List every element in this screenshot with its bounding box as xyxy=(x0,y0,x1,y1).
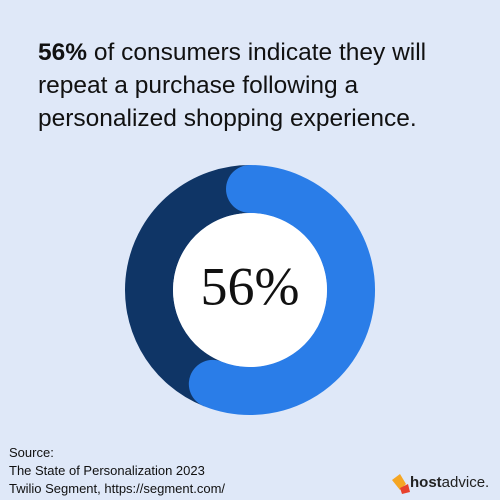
donut-segment xyxy=(125,165,251,407)
center-label: 56% xyxy=(201,256,300,316)
donut-center xyxy=(173,213,327,367)
headline-text: of consumers indicate they will repeat a… xyxy=(38,39,427,132)
source-line: Twilio Segment, https://segment.com/ xyxy=(9,481,226,496)
source-heading: Source: xyxy=(9,445,54,460)
logo-bold: host xyxy=(410,474,442,491)
headline-bold: 56% xyxy=(38,39,88,66)
headline: 56% of consumers indicate they will repe… xyxy=(38,36,478,135)
logo-text: advice. xyxy=(441,474,490,491)
logo: hostadvice. xyxy=(410,474,489,491)
source: Source: The State of Personalization 202… xyxy=(9,444,225,498)
source-line: The State of Personalization 2023 xyxy=(9,463,205,478)
donut-segment xyxy=(188,165,375,415)
